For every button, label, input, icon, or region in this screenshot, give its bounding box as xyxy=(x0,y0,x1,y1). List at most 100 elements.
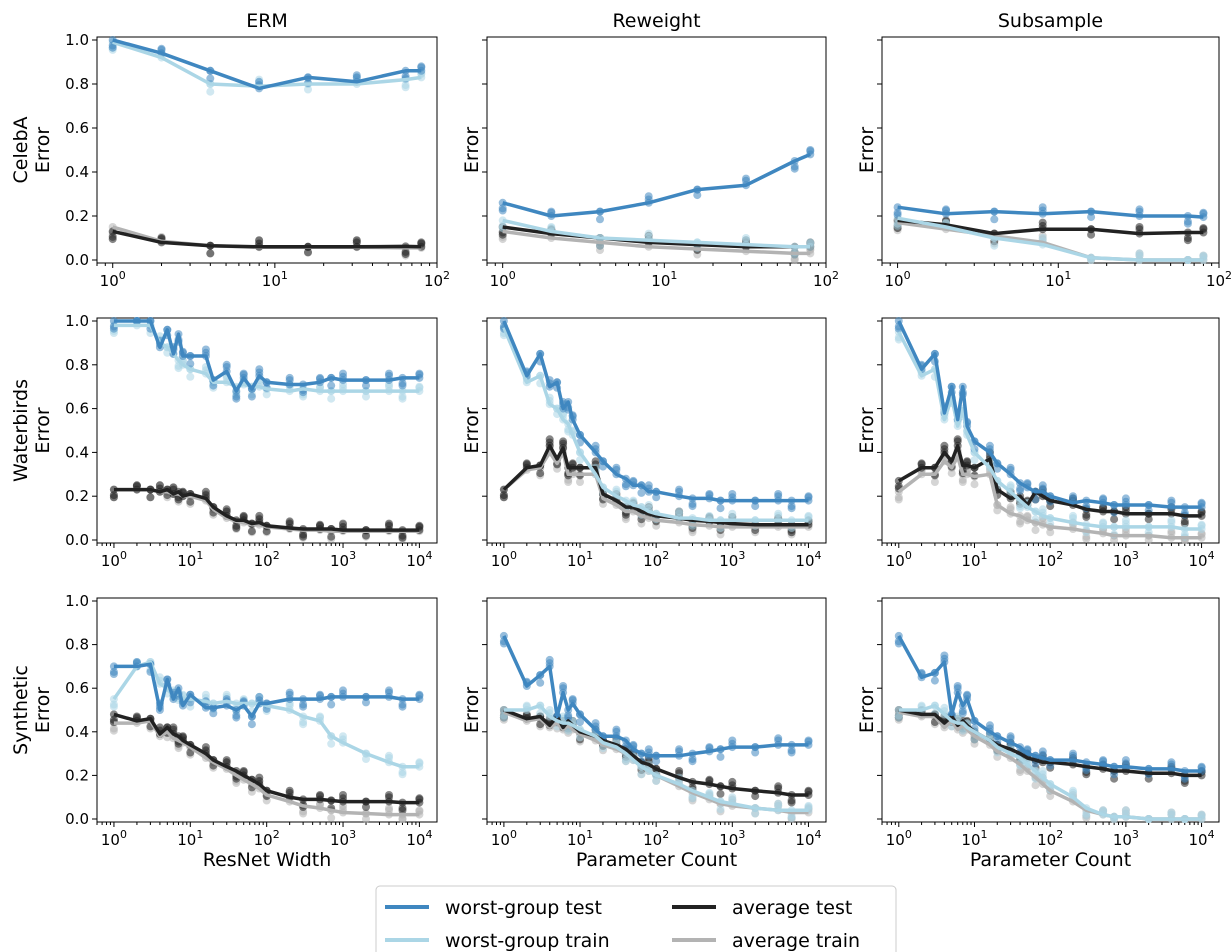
legend-label: average test xyxy=(732,897,852,919)
y-axis-label: CelebA xyxy=(10,117,32,184)
x-tick-label: 101 xyxy=(567,828,593,849)
series-line-average-test xyxy=(897,444,1202,518)
data-point xyxy=(339,686,347,695)
series-line-worst-group-test xyxy=(113,319,420,393)
data-point xyxy=(787,798,796,807)
data-point xyxy=(568,696,577,705)
series-line-average-test xyxy=(898,708,1202,778)
data-point xyxy=(559,684,568,693)
subplot-celeba-reweight: 100 101 102 Reweight Error xyxy=(461,10,839,290)
data-point xyxy=(1016,768,1025,777)
data-point xyxy=(1069,514,1077,523)
data-point xyxy=(576,718,584,726)
data-point xyxy=(299,532,308,541)
x-tick-label: 102 xyxy=(813,269,839,290)
data-point xyxy=(108,235,117,244)
y-axis-label: Error xyxy=(32,127,54,174)
data-point xyxy=(362,531,370,540)
y-tick-label: 0.6 xyxy=(65,119,89,137)
data-point xyxy=(255,692,264,701)
data-point xyxy=(1110,515,1119,524)
legend-label: worst-group train xyxy=(445,930,610,952)
data-point xyxy=(1016,519,1025,528)
data-point xyxy=(716,805,725,814)
x-tick-label: 103 xyxy=(330,828,356,849)
data-point xyxy=(247,392,256,401)
data-point xyxy=(327,813,336,822)
y-tick-label: 1.0 xyxy=(65,312,89,330)
data-point xyxy=(963,691,972,700)
y-axis-label: Error xyxy=(856,407,878,454)
data-point xyxy=(285,376,294,385)
data-point xyxy=(688,502,697,511)
data-point xyxy=(299,809,308,818)
data-point xyxy=(339,732,347,741)
y-tick-label: 0.4 xyxy=(65,163,89,181)
data-point xyxy=(201,487,210,496)
data-point xyxy=(304,248,312,257)
data-point xyxy=(1121,756,1130,765)
data-point xyxy=(401,250,410,259)
data-point xyxy=(186,372,195,381)
data-point xyxy=(499,493,508,502)
data-point xyxy=(327,532,336,541)
data-point xyxy=(985,721,994,730)
data-point xyxy=(596,215,604,224)
y-tick-label: 0.2 xyxy=(65,487,89,505)
data-point xyxy=(990,241,999,250)
y-axis-label: Error xyxy=(461,127,483,174)
data-point xyxy=(1082,811,1091,820)
data-point xyxy=(255,365,264,374)
data-point xyxy=(385,806,393,815)
data-point xyxy=(652,776,661,785)
data-point xyxy=(1183,236,1192,245)
data-point xyxy=(1038,234,1047,242)
data-point xyxy=(644,501,653,509)
x-axis-label: Parameter Count xyxy=(576,849,737,871)
data-point xyxy=(993,506,1002,515)
x-tick-label: 101 xyxy=(961,828,987,849)
y-axis-label: Error xyxy=(32,407,54,454)
data-point xyxy=(675,509,684,518)
data-point xyxy=(716,752,725,761)
data-point xyxy=(285,701,294,710)
y-tick-label: 0.4 xyxy=(65,443,89,461)
data-point xyxy=(1082,513,1091,521)
data-point xyxy=(742,236,750,245)
data-point xyxy=(621,757,630,766)
data-point xyxy=(940,703,949,712)
y-tick-label: 1.0 xyxy=(65,31,89,49)
data-point xyxy=(109,493,118,502)
series-line-worst-group-test xyxy=(897,635,1202,773)
data-point xyxy=(299,720,308,729)
x-tick-label: 104 xyxy=(1189,549,1215,570)
data-point xyxy=(947,469,956,478)
y-axis-label: Error xyxy=(461,687,483,734)
data-point xyxy=(206,249,215,258)
data-point xyxy=(1046,528,1055,537)
data-point xyxy=(591,719,600,728)
x-tick-label: 102 xyxy=(643,549,669,570)
x-tick-label: 103 xyxy=(1113,549,1139,570)
axes-frame xyxy=(96,317,438,544)
data-point xyxy=(398,702,407,711)
data-point xyxy=(1121,516,1130,525)
x-tick-label: 102 xyxy=(1206,269,1231,290)
data-point xyxy=(652,757,661,766)
data-point xyxy=(1046,792,1055,801)
series-line-worst-group-train xyxy=(898,703,1202,821)
data-point xyxy=(362,755,370,763)
data-point xyxy=(576,478,584,486)
data-point xyxy=(186,497,195,506)
y-tick-label: 0.2 xyxy=(65,207,89,225)
data-point xyxy=(362,815,370,823)
x-tick-label: 104 xyxy=(1189,828,1215,849)
data-point xyxy=(1038,747,1047,756)
data-point xyxy=(1167,498,1176,507)
x-tick-label: 103 xyxy=(330,549,356,570)
data-point xyxy=(970,456,979,465)
data-point xyxy=(787,813,796,822)
data-point xyxy=(201,743,210,752)
data-point xyxy=(787,748,796,757)
data-point xyxy=(958,709,967,718)
